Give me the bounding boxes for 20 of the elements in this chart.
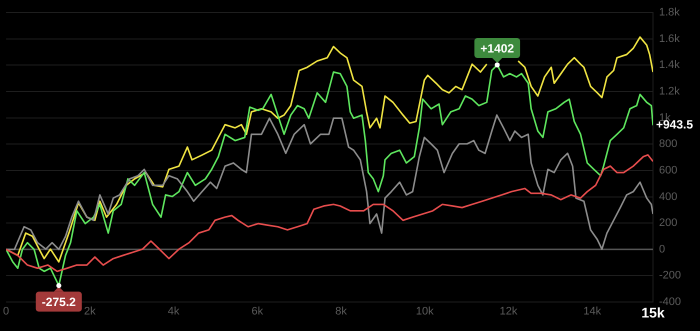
y-tick-label: 1.6k (659, 32, 680, 45)
y-tick-label: 0 (659, 243, 666, 256)
y-tick-label: -200 (659, 270, 682, 282)
x-tick-label: 2k (84, 306, 96, 318)
annotation: -275.2 (42, 294, 76, 309)
y-tick-label: 400 (659, 190, 678, 203)
x-tick-label: 12k (500, 306, 518, 318)
y-tick-label: 1.4k (659, 59, 680, 72)
x-tick-label: 4k (168, 306, 180, 318)
x-tick-label: 8k (335, 306, 348, 318)
y-tick-label: 1.2k (659, 86, 680, 98)
annotation: +1402 (480, 41, 514, 56)
y-tick-label: 800 (659, 138, 678, 150)
x-tick-label: 14k (583, 306, 602, 318)
x-tick-label: 0 (2, 306, 10, 318)
y-tick-label: 200 (659, 217, 678, 230)
y-tick-label: 600 (659, 164, 678, 176)
y-tick-label: 1.8k (659, 6, 680, 19)
x-tick-label: 6k (251, 306, 264, 318)
x-tick-label: 10k (416, 306, 434, 318)
